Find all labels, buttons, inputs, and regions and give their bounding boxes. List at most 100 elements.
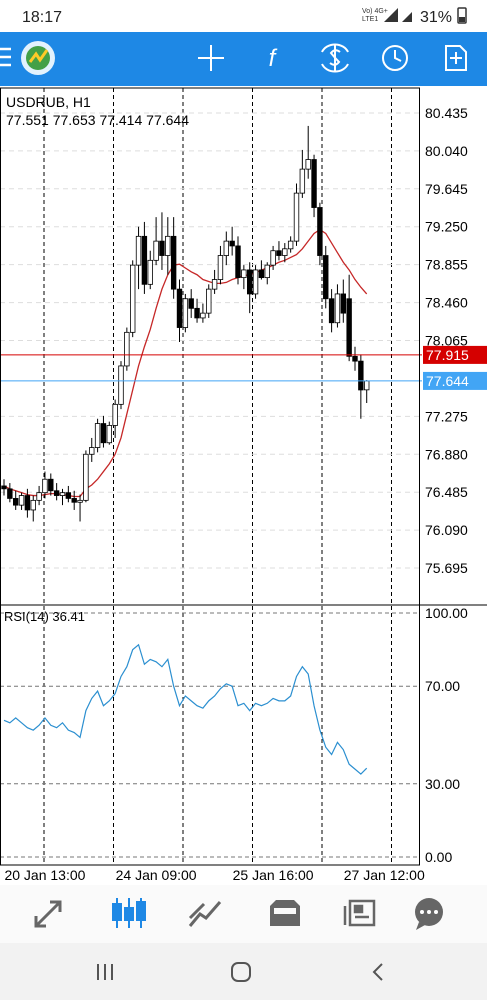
candle-body [241,269,247,279]
candle-body [229,240,235,247]
symbols-button[interactable] [321,43,349,73]
candle-body [211,279,218,290]
candle-body [217,255,224,280]
crosshair-button[interactable] [198,45,224,71]
price-label-box [423,371,487,390]
rsi-value: 36.41 [52,609,85,624]
new-order-button[interactable] [445,45,467,71]
candle-body [65,492,72,499]
y-tick-label: 79.645 [425,181,468,197]
chat-tab[interactable] [415,898,443,930]
battery-icon [459,17,465,22]
candle-body [287,240,294,250]
menu-button[interactable] [0,47,11,67]
news-tab[interactable] [343,899,376,927]
status-bar [0,0,487,32]
candle-body [206,288,212,314]
candle-body [106,425,112,444]
candle-body [153,240,159,261]
trade-tab[interactable] [188,901,222,927]
candle-body [59,492,66,496]
candle-body [159,240,165,256]
status-battery: 31% [420,9,452,26]
candle-body [48,478,54,492]
y-tick-label: 0.00 [425,849,452,865]
home-button[interactable] [231,962,251,982]
y-tick-label: 30.00 [425,776,460,792]
candle-body [141,235,148,285]
system-nav [0,943,487,1000]
candle-body [323,255,329,300]
candle-body [118,365,124,405]
candle-body [12,498,19,506]
candle-body [340,293,346,314]
y-tick-label: 78.065 [425,332,468,348]
y-tick-label: 76.880 [425,446,468,462]
candle-body [252,269,259,295]
candle-body [194,307,200,319]
candle-body [71,498,77,503]
candle-body [42,478,48,494]
candle-body [188,298,194,309]
candle-body [89,447,95,455]
y-tick-label: 70.00 [425,678,460,694]
y-tick-label: 78.855 [425,257,468,273]
price-label-box [423,345,487,364]
x-tick-label: 27 Jan 12:00 [344,867,425,883]
chart-tab[interactable] [112,898,146,928]
history-tab[interactable] [270,900,300,926]
candle-body [182,298,189,328]
back-button[interactable] [372,963,383,981]
candle-body [165,235,171,256]
candle-body [258,269,265,279]
candle-body [276,250,282,256]
signal-icon [402,12,412,22]
y-tick-label: 76.485 [425,484,468,500]
x-tick-label: 24 Jan 09:00 [116,867,197,883]
candle-body [352,355,358,362]
y-tick-label: 79.250 [425,219,468,235]
y-tick-label: 80.435 [425,105,468,121]
chart-frame [0,87,420,866]
candle-body [363,380,370,391]
quotes-tab[interactable] [34,900,62,928]
candle-body [100,423,107,444]
x-tick-label: 25 Jan 16:00 [233,867,314,883]
candle-body [30,499,36,511]
candle-body [200,312,206,319]
rsi-title: RSI(14) [4,609,49,624]
timeframe-button[interactable] [382,45,408,71]
app-logo[interactable] [21,41,55,75]
ohlc-header: 77.551 77.653 77.414 77.644 [6,112,189,128]
candle-body [147,259,153,285]
candle-body [94,423,101,448]
candle-body [346,298,352,357]
price-label: 77.644 [426,373,469,389]
candle-body [53,490,60,496]
candle-body [83,453,89,501]
candle-body [282,248,288,256]
candle-body [311,159,317,208]
y-tick-label: 77.275 [425,408,468,424]
battery-icon [457,7,467,24]
candle-body [170,235,177,290]
chart-area[interactable]: 80.435 80.040 79.645 79.250 78.855 78.460 78.0… [0,88,487,883]
rsi-header: RSI(14) 36.41 [4,609,85,624]
moving-average [3,228,368,498]
candle-body [124,331,130,367]
y-tick-label: 75.695 [425,560,468,576]
candle-body [293,192,300,242]
candle-body [358,360,364,391]
indicators-button[interactable]: f [269,45,278,72]
price-label: 77.915 [426,347,469,363]
candle-body [7,488,13,499]
status-network: Vo) 4G+ [362,8,388,15]
candle-body [176,288,183,328]
recents-button[interactable] [97,964,113,980]
y-tick-label: 80.040 [425,143,468,159]
candle-body [24,495,31,511]
candle-body [135,235,142,266]
candle-body [317,207,323,256]
candle-body [1,485,7,490]
